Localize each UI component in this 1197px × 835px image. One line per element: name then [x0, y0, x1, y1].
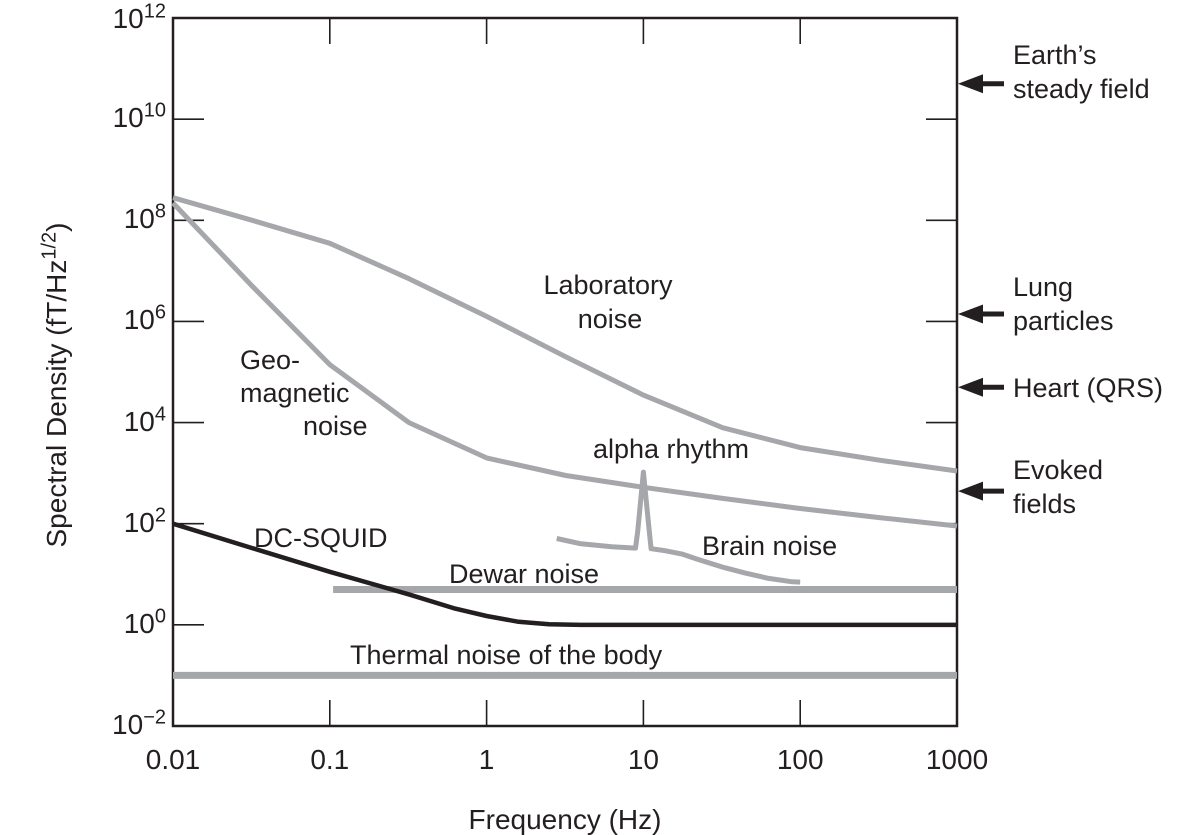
label-geomagnetic-noise-line2: magnetic	[240, 378, 350, 408]
lung-particles-left-arrow-icon	[958, 304, 983, 324]
evoked-fields-left-arrow-icon	[958, 481, 983, 501]
y-tick-label: 108	[123, 200, 166, 235]
annotation-earths-steady-field: Earth’s steady field	[1013, 40, 1150, 104]
x-tick-label: 0.01	[145, 744, 201, 775]
y-tick-label: 1010	[112, 99, 166, 134]
x-tick-label: 10	[627, 744, 659, 775]
label-dc-squid: DC-SQUID	[254, 523, 388, 553]
curve-brain-noise	[556, 469, 801, 585]
annotation-heart-qrs: Heart (QRS)	[1013, 373, 1164, 403]
x-tick-label: 0.1	[310, 744, 350, 775]
y-tick-label: 104	[123, 403, 166, 437]
y-tick-label: 106	[123, 302, 166, 336]
y-tick-label: 102	[123, 504, 166, 538]
x-axis-title: Frequency (Hz)	[468, 804, 662, 835]
label-laboratory-noise-line2: noise	[577, 304, 643, 334]
y-axis-title-suffix: )	[41, 222, 72, 232]
label-geomagnetic-noise-line3: noise	[303, 411, 368, 441]
curve-laboratory-noise	[172, 195, 958, 474]
label-dewar-noise: Dewar noise	[449, 559, 600, 589]
x-tick-label: 100	[776, 744, 824, 775]
y-axis-title-superscript: 1/2	[38, 231, 61, 260]
label-alpha-rhythm: alpha rhythm	[592, 434, 750, 464]
label-geomagnetic-noise-line1: Geo-	[240, 345, 301, 375]
y-tick-label: 10−2	[112, 706, 166, 740]
curve-geomagnetic-noise	[171, 201, 958, 529]
x-tick-label: 1000	[925, 744, 989, 775]
x-tick-label: 1	[478, 744, 495, 775]
y-axis-title-prefix: Spectral Density (fT/Hz	[41, 259, 72, 548]
y-axis-title: Spectral Density (fT/Hz1/2)	[38, 170, 75, 600]
annotation-lung-particles: Lung particles	[1013, 272, 1114, 336]
annotation-evoked-fields: Evoked fields	[1013, 455, 1104, 519]
heart-qrs-left-arrow-icon	[958, 377, 983, 397]
label-thermal-noise-of-the-body: Thermal noise of the body	[350, 640, 663, 670]
y-tick-label: 100	[123, 605, 166, 639]
curve-dc-squid	[172, 521, 957, 628]
label-laboratory-noise-line1: Laboratory	[543, 270, 673, 300]
y-tick-label: 1012	[112, 0, 166, 34]
plot-border	[171, 16, 959, 728]
earths-steady-field-left-arrow-icon	[958, 74, 983, 94]
label-brain-noise: Brain noise	[702, 531, 838, 561]
